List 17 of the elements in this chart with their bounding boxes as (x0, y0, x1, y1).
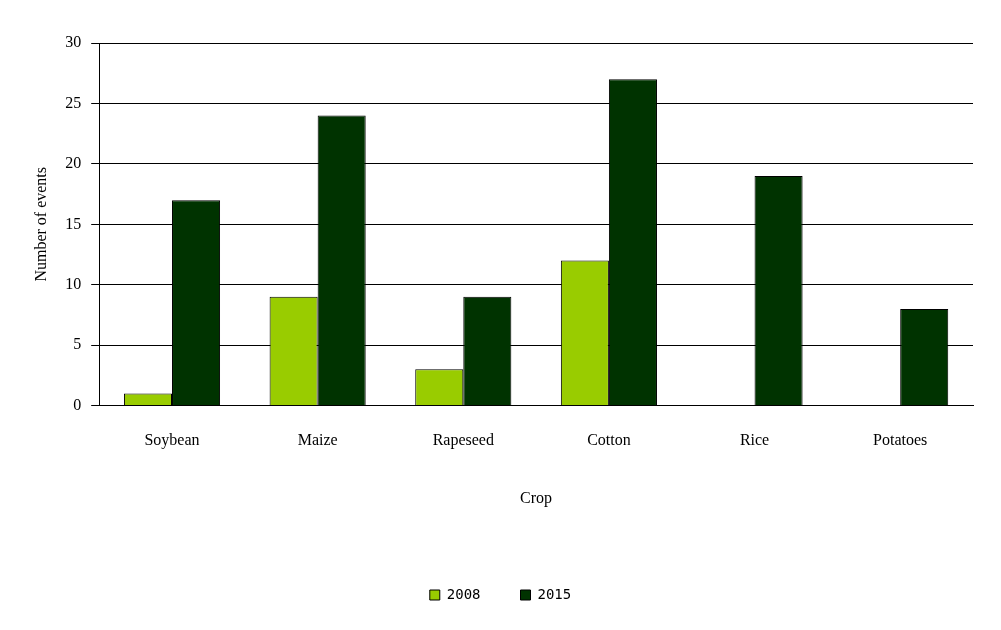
x-tick-label: Rapeseed (432, 431, 494, 450)
x-axis-title: Crop (520, 488, 553, 507)
y-tick-label: 0 (73, 395, 82, 413)
y-axis-title: Number of events (31, 166, 49, 282)
x-tick-label: Maize (297, 431, 338, 449)
y-tick-label: 10 (65, 274, 82, 292)
x-tick-label: Soybean (144, 431, 200, 450)
y-tick-label: 5 (73, 335, 82, 353)
y-tick-label: 25 (65, 93, 82, 111)
legend-label: 2008 (446, 585, 481, 602)
y-tick-label: 30 (65, 33, 82, 51)
x-tick-label: Rice (739, 431, 770, 449)
legend-label: 2015 (537, 585, 572, 602)
y-tick-label: 15 (65, 214, 82, 232)
x-tick-label: Cotton (587, 431, 631, 449)
x-tick-label: Potatoes (873, 431, 928, 449)
y-tick-label: 20 (65, 154, 82, 172)
